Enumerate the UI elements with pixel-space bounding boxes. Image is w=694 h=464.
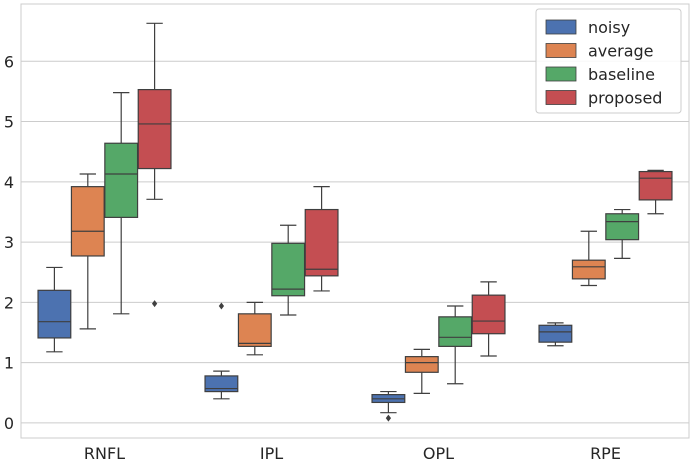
x-tick-label-rpe: RPE [590,444,621,463]
box-proposed-opl [471,281,506,357]
box-baseline-ipl-iqr [271,242,306,297]
box-baseline-ipl [271,224,306,316]
box-average-rnfl-iqr [70,186,105,257]
box-baseline-rpe [605,208,640,259]
box-baseline-opl [438,305,473,385]
box-noisy-opl-outlier-0 [385,414,392,422]
y-tick-label-0: 0 [4,414,14,433]
box-average-opl [404,348,439,394]
box-proposed-ipl [304,186,339,292]
plot-frame [20,3,690,439]
legend-swatch-average [545,43,577,58]
box-average-opl-iqr [404,356,439,373]
x-tick-label-opl: OPL [423,444,454,463]
box-proposed-rnfl-outlier-0 [151,300,158,308]
box-proposed-rpe-iqr [638,170,673,201]
legend-frame [535,8,682,114]
box-noisy-ipl [204,302,239,400]
y-tick-label-3: 3 [4,233,14,252]
y-tick-label-4: 4 [4,173,14,192]
x-tick-label-ipl: IPL [260,444,283,463]
box-noisy-ipl-outlier-0 [218,302,225,310]
box-proposed-ipl-iqr [304,208,339,277]
legend-label-average: average [588,42,654,61]
box-baseline-rnfl-iqr [104,142,139,218]
box-proposed-rnfl-iqr [137,88,172,170]
box-average-rnfl [70,173,105,330]
box-average-rpe-iqr [571,259,606,280]
box-noisy-opl [371,390,406,422]
box-average-ipl [237,301,272,356]
y-tick-labels: 0 1 2 3 4 5 6 [4,52,14,433]
legend-swatch-noisy [545,19,577,35]
box-noisy-rnfl-iqr [37,289,72,339]
box-noisy-ipl-iqr [204,375,239,393]
box-baseline-opl-iqr [438,316,473,347]
legend-label-noisy: noisy [588,18,630,37]
box-average-ipl-iqr [237,313,272,347]
y-tick-label-6: 6 [4,52,14,71]
legend-label-proposed: proposed [588,89,662,108]
box-noisy-rnfl [37,266,72,353]
box-average-rpe [571,230,606,287]
x-tick-label-rnfl: RNFL [84,444,125,463]
legend-swatch-proposed [545,90,577,105]
y-tick-label-5: 5 [4,113,14,132]
legend-label-baseline: baseline [588,65,655,84]
box-noisy-rpe-iqr [538,324,573,343]
y-tick-label-1: 1 [4,354,14,373]
box-baseline-rnfl [104,92,139,315]
legend: noisy average baseline proposed [535,8,682,114]
x-tick-labels: RNFL IPL OPL RPE [84,444,621,463]
box-groups [37,22,673,422]
box-baseline-rpe-iqr [605,213,640,241]
box-proposed-opl-iqr [471,294,506,335]
box-noisy-rpe [538,322,573,347]
box-proposed-rpe [638,169,673,215]
box-proposed-rnfl [137,22,172,308]
legend-swatch-baseline [545,66,577,82]
y-tick-label-2: 2 [4,293,14,312]
